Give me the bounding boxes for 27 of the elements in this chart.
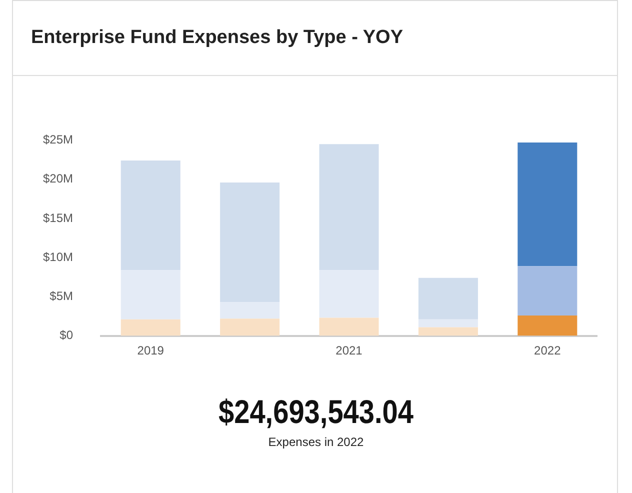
x-tick-label: 2019: [137, 343, 164, 358]
bar: [120, 319, 180, 336]
x-tick-label: 2021: [336, 343, 363, 358]
bar: [518, 142, 578, 266]
bar: [120, 160, 180, 270]
text: Expenses in 2022: [267, 435, 365, 449]
bar: [120, 270, 180, 320]
bar: [220, 302, 280, 319]
bar: [418, 278, 478, 320]
bar: [220, 318, 280, 336]
y-tick-label: $0: [60, 328, 74, 342]
y-tick-label: $5M: [50, 288, 74, 303]
chart-title: Enterprise Fund Expenses by Type - YOY: [31, 27, 404, 49]
bar: [319, 270, 379, 318]
bar: [518, 266, 578, 316]
bar: [518, 315, 578, 336]
bar: [319, 144, 379, 270]
bar: [418, 319, 478, 328]
x-tick-label: 2022: [534, 343, 562, 358]
bar: [418, 327, 478, 336]
y-tick-label: $15M: [42, 210, 74, 225]
text: $24,693,543.04: [218, 393, 414, 431]
y-tick-label: $20M: [42, 172, 74, 186]
bar: [220, 182, 280, 302]
y-tick-label: $10M: [42, 250, 74, 264]
y-tick-label: $25M: [42, 132, 74, 147]
bar: [319, 318, 379, 336]
